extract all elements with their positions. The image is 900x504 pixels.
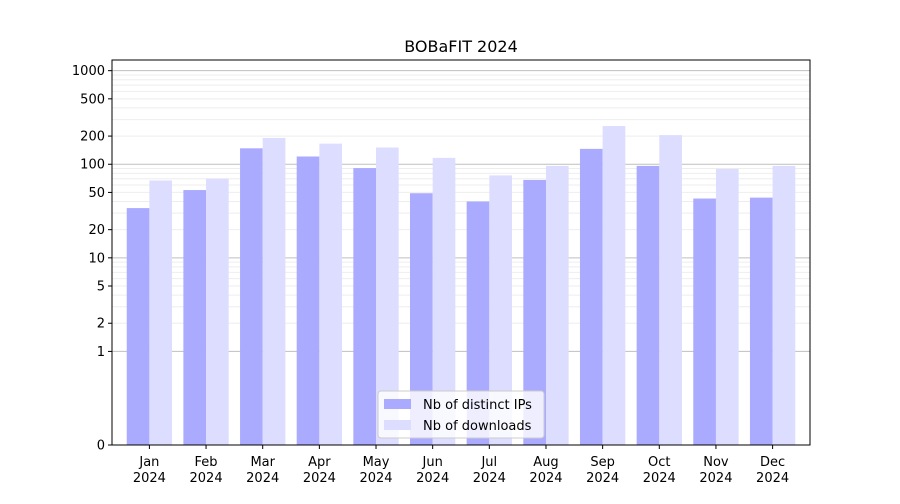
bar-distinct-ips <box>296 156 320 446</box>
y-tick-label: 2 <box>97 317 105 332</box>
bar-downloads <box>376 147 399 446</box>
bar-downloads <box>772 165 796 445</box>
bar-distinct-ips <box>183 190 207 445</box>
y-tick-label: 1 <box>97 345 105 360</box>
bars <box>126 126 796 446</box>
y-tick-label: 200 <box>80 130 105 145</box>
bar-distinct-ips <box>523 179 546 445</box>
x-tick-label: Aug 2024 <box>529 455 562 486</box>
x-tick-label: Mar 2024 <box>246 455 279 486</box>
bar-distinct-ips <box>353 168 377 445</box>
x-tick-label: Jul 2024 <box>473 455 506 486</box>
legend-label: Nb of downloads <box>423 419 532 434</box>
x-tick-label: May 2024 <box>359 455 392 486</box>
legend-label: Nb of distinct IPs <box>423 398 532 413</box>
x-tick-label: Feb 2024 <box>190 455 223 486</box>
bar-downloads <box>659 135 682 445</box>
y-tick-label: 50 <box>88 186 105 201</box>
bar-downloads <box>149 180 173 446</box>
bar-distinct-ips <box>693 198 716 445</box>
y-tick-label: 10 <box>88 251 105 266</box>
legend-swatch <box>384 420 411 430</box>
bar-downloads <box>262 137 286 445</box>
bar-downloads <box>715 168 739 445</box>
y-tick-label: 1000 <box>72 64 105 79</box>
x-tick-label: Jun 2024 <box>416 455 449 486</box>
y-tick-label: 500 <box>80 92 105 107</box>
bar-distinct-ips <box>636 165 660 445</box>
legend-swatch <box>384 399 411 409</box>
bar-downloads <box>545 165 569 445</box>
legend: Nb of distinct IPs Nb of downloads <box>377 390 545 439</box>
x-axis: Jan 2024 Feb 2024 Mar 2024 Apr 2024 May 2024 Jun 20… <box>133 445 789 486</box>
y-axis: 0 1 2 5 10 20 50 100 200 500 1000 <box>72 64 112 454</box>
legend-frame <box>377 390 545 439</box>
plot-frame <box>111 59 811 446</box>
bar-distinct-ips <box>240 148 263 446</box>
x-tick-label: Oct 2024 <box>643 455 676 486</box>
bar-downloads <box>319 143 343 445</box>
y-tick-label: 0 <box>97 439 105 454</box>
bar-distinct-ips <box>579 148 603 445</box>
bar-downloads <box>206 178 229 446</box>
bar-downloads <box>602 126 626 446</box>
bar-distinct-ips <box>410 193 433 445</box>
y-tick-label: 5 <box>97 280 105 295</box>
x-tick-label: Sep 2024 <box>586 455 619 486</box>
bar-distinct-ips <box>126 208 150 445</box>
bar-downloads <box>489 175 512 445</box>
x-tick-label: Dec 2024 <box>756 455 789 486</box>
x-tick-label: Apr 2024 <box>303 455 336 486</box>
x-tick-label: Jan 2024 <box>133 455 166 486</box>
bar-distinct-ips <box>749 197 773 445</box>
y-tick-label: 20 <box>88 223 105 238</box>
y-tick-label: 100 <box>80 158 105 173</box>
x-tick-label: Nov 2024 <box>699 455 732 486</box>
bar-downloads <box>432 157 456 446</box>
bar-distinct-ips <box>466 201 490 445</box>
chart-title: BOBaFIT 2024 <box>404 37 518 56</box>
